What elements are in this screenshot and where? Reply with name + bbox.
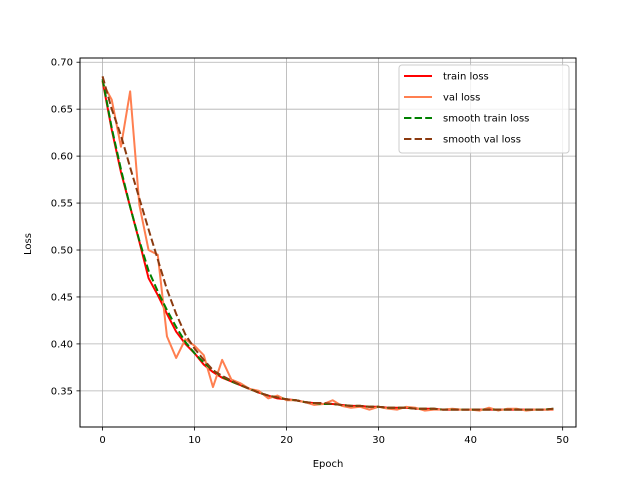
- x-axis-label: Epoch: [313, 459, 344, 470]
- axis-ticks: 0 10 20 30 40 50 0.35 0.40 0.45 0.50 0.55 0.60 0.65 0…: [51, 58, 569, 446]
- x-tick-label: 40: [464, 435, 477, 446]
- y-axis-label: Loss: [23, 233, 34, 255]
- x-tick-label: 0: [99, 435, 105, 446]
- y-tick-label: 0.55: [51, 199, 73, 210]
- legend: train loss val loss smooth train loss smoot…: [398, 64, 570, 154]
- series-lines: [101, 76, 554, 412]
- y-tick-label: 0.65: [51, 105, 73, 116]
- y-tick-label: 0.40: [51, 339, 73, 350]
- legend-label-smooth-val-loss: smooth val loss: [443, 135, 521, 146]
- x-tick-label: 30: [372, 435, 385, 446]
- legend-label-train-loss: train loss: [443, 72, 489, 83]
- plot-frame: [79, 57, 577, 428]
- y-tick-label: 0.70: [51, 58, 73, 69]
- series-line-smooth-val-loss: [101, 76, 554, 411]
- y-tick-label: 0.45: [51, 292, 73, 303]
- y-tick-label: 0.50: [51, 246, 73, 257]
- legend-label-val-loss: val loss: [443, 93, 480, 104]
- x-tick-label: 20: [280, 435, 293, 446]
- legend-box: [398, 64, 570, 154]
- x-tick-label: 50: [556, 435, 569, 446]
- y-tick-label: 0.60: [51, 152, 73, 163]
- legend-label-smooth-train-loss: smooth train loss: [443, 114, 529, 125]
- y-tick-label: 0.35: [51, 386, 73, 397]
- x-tick-label: 10: [188, 435, 201, 446]
